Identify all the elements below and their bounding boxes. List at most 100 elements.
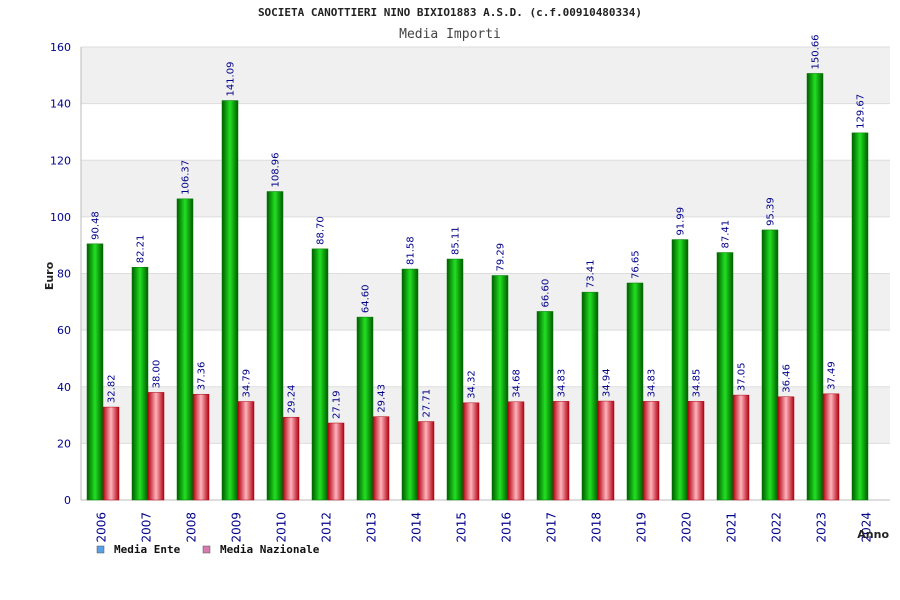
bar-media-nazionale [597, 400, 615, 501]
value-label: 29.24 [287, 385, 298, 414]
chart-title: SOCIETA CANOTTIERI NINO BIXIO1883 A.S.D.… [258, 6, 642, 19]
x-tick-label: 2006 [95, 512, 109, 543]
value-label: 34.83 [647, 369, 658, 398]
bar-media-nazionale [417, 421, 435, 501]
bar-media-nazionale [822, 393, 840, 501]
bar-media-nazionale [777, 396, 795, 501]
bar-media-nazionale [507, 401, 525, 501]
value-label: 37.05 [737, 362, 748, 391]
x-tick-label: 2013 [365, 512, 379, 543]
value-label: 90.48 [91, 211, 102, 240]
bar-media-nazionale [552, 401, 570, 501]
grid-band [81, 47, 890, 104]
bar-media-nazionale [372, 416, 390, 501]
bar-media-nazionale [687, 401, 705, 501]
legend-label-media-ente: Media Ente [114, 543, 181, 556]
value-label: 108.96 [271, 153, 282, 188]
value-label: 81.58 [406, 236, 417, 265]
grid-band [81, 216, 890, 274]
value-label: 34.68 [512, 369, 523, 398]
bar-media-ente [761, 229, 779, 501]
x-tick-label: 2017 [545, 512, 559, 543]
bar-media-nazionale [282, 416, 300, 501]
y-axis-label: Euro [43, 261, 56, 290]
value-label: 34.85 [692, 369, 703, 398]
x-tick-label: 2012 [320, 512, 334, 543]
legend: Media Ente Media Nazionale [96, 543, 320, 556]
y-tick-label: 40 [57, 381, 71, 394]
y-tick-label: 20 [57, 437, 71, 450]
value-label: 32.82 [107, 374, 118, 403]
bar-media-nazionale [192, 393, 210, 501]
x-tick-label: 2010 [275, 512, 289, 543]
value-label: 66.60 [541, 279, 552, 308]
bar-media-ente [176, 198, 194, 501]
value-label: 34.79 [242, 369, 253, 398]
bar-media-nazionale [147, 392, 165, 501]
bar-media-ente [311, 248, 329, 501]
y-axis-ticks: 0 20 40 60 80 100 120 140 160 [50, 41, 71, 507]
x-tick-label: 2008 [185, 512, 199, 543]
value-label: 34.83 [557, 369, 568, 398]
value-label: 95.39 [766, 197, 777, 226]
bar-media-nazionale [462, 402, 480, 501]
grid-band [81, 160, 890, 217]
y-tick-label: 60 [57, 324, 71, 337]
value-label: 106.37 [181, 160, 192, 195]
value-label: 73.41 [586, 260, 597, 289]
grid-band [81, 330, 890, 387]
x-tick-label: 2016 [500, 512, 514, 543]
value-label: 37.36 [197, 362, 208, 391]
value-label: 88.70 [316, 216, 327, 245]
x-tick-label: 2023 [815, 512, 829, 543]
grid-band [81, 443, 890, 500]
x-tick-label: 2020 [680, 512, 694, 543]
x-axis-ticks: 2006 2007 2008 2009 2010 2012 2013 2014 2015 2016… [95, 512, 874, 543]
bar-media-nazionale [237, 401, 255, 501]
bar-media-nazionale [642, 401, 660, 501]
x-tick-label: 2018 [590, 512, 604, 543]
bar-media-ente [446, 258, 464, 501]
bar-media-nazionale [327, 422, 345, 501]
grid-band [81, 103, 890, 161]
value-label: 29.43 [377, 384, 388, 413]
value-label: 76.65 [631, 250, 642, 279]
value-labels: 90.48 82.21 106.37 141.09 108.96 88.70 64.60 81… [91, 34, 867, 419]
value-label: 91.99 [676, 207, 687, 236]
x-tick-label: 2007 [140, 512, 154, 543]
bar-media-ente [401, 268, 419, 501]
bar-media-ente [266, 191, 284, 501]
y-tick-label: 100 [50, 211, 71, 224]
value-label: 34.94 [602, 368, 613, 397]
bar-media-ente [491, 275, 509, 501]
y-tick-label: 80 [57, 268, 71, 281]
bar-media-ente [221, 100, 239, 501]
grid-band [81, 386, 890, 444]
value-label: 150.66 [811, 34, 822, 69]
bar-media-ente [131, 266, 149, 501]
value-label: 87.41 [721, 220, 732, 249]
value-label: 37.49 [827, 361, 838, 390]
value-label: 129.67 [856, 94, 867, 129]
value-label: 27.19 [332, 390, 343, 419]
bar-media-ente [716, 252, 734, 501]
bar-media-ente [536, 311, 554, 501]
bar-media-ente [356, 316, 374, 501]
chart-subtitle: Media Importi [399, 27, 501, 42]
bar-media-ente [851, 132, 869, 501]
x-tick-label: 2022 [770, 512, 784, 543]
bar-media-ente [626, 282, 644, 501]
y-tick-label: 140 [50, 98, 71, 111]
bar-media-nazionale [102, 406, 120, 501]
x-tick-label: 2019 [635, 512, 649, 543]
value-label: 79.29 [496, 243, 507, 272]
value-label: 85.11 [451, 226, 462, 255]
x-tick-label: 2021 [725, 512, 739, 543]
y-tick-label: 120 [50, 154, 71, 167]
legend-label-media-nazionale: Media Nazionale [220, 543, 320, 556]
x-tick-label: 2009 [230, 512, 244, 543]
value-label: 34.32 [467, 370, 478, 399]
legend-swatch-media-ente [96, 545, 105, 554]
plot-area [80, 46, 890, 501]
legend-swatch-media-nazionale [202, 545, 211, 554]
